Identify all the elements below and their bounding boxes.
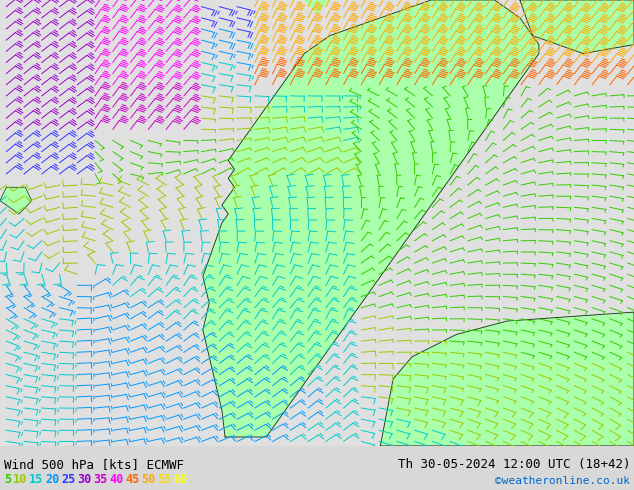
Text: 45: 45 xyxy=(125,473,139,487)
Text: 35: 35 xyxy=(93,473,107,487)
Text: Wind 500 hPa [kts] ECMWF: Wind 500 hPa [kts] ECMWF xyxy=(4,458,184,471)
Polygon shape xyxy=(380,312,634,446)
Text: Th 30-05-2024 12:00 UTC (18+42): Th 30-05-2024 12:00 UTC (18+42) xyxy=(398,458,630,471)
Text: 20: 20 xyxy=(45,473,59,487)
Text: 55: 55 xyxy=(157,473,171,487)
Text: 5: 5 xyxy=(4,473,11,487)
Polygon shape xyxy=(0,0,634,446)
Text: 50: 50 xyxy=(141,473,155,487)
Polygon shape xyxy=(304,0,330,13)
Polygon shape xyxy=(203,0,539,437)
Text: ©weatheronline.co.uk: ©weatheronline.co.uk xyxy=(495,476,630,486)
Text: 40: 40 xyxy=(109,473,123,487)
Polygon shape xyxy=(0,187,32,214)
Text: 30: 30 xyxy=(77,473,91,487)
Text: 10: 10 xyxy=(13,473,27,487)
Text: 60: 60 xyxy=(173,473,187,487)
Polygon shape xyxy=(520,0,634,53)
Text: 15: 15 xyxy=(29,473,43,487)
Text: 25: 25 xyxy=(61,473,75,487)
